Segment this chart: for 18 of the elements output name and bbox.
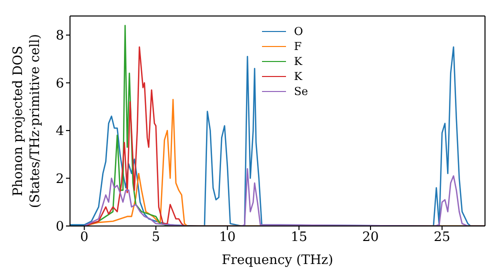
legend-label: K <box>294 54 302 69</box>
x-tick-label: 20 <box>362 230 379 246</box>
x-axis-title: Frequency (THz) <box>222 253 334 268</box>
x-tick-label: 15 <box>290 230 308 246</box>
y-tick-label: 6 <box>56 76 64 92</box>
y-tick-label: 8 <box>56 28 64 44</box>
y-tick-label: 0 <box>56 220 64 235</box>
x-tick-label: 5 <box>152 230 160 246</box>
x-tick-label: 10 <box>219 230 236 246</box>
legend-label: K <box>294 69 302 84</box>
legend-label: Se <box>294 84 308 99</box>
y-tick-label: 4 <box>56 124 64 140</box>
y-axis-title: Phonon projected DOS (States/THz·primitive cell) <box>11 34 43 208</box>
y-tick-label: 2 <box>56 172 64 187</box>
x-tick-label: 25 <box>434 230 450 246</box>
x-tick-label: 0 <box>80 230 88 246</box>
legend-label: F <box>294 39 302 54</box>
legend-label: O <box>294 24 304 39</box>
